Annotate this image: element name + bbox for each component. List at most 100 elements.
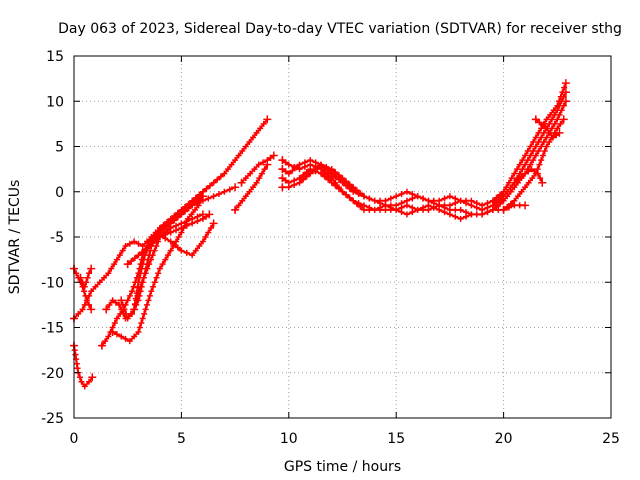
data-point (497, 200, 504, 207)
data-point (167, 229, 174, 236)
data-point (531, 168, 538, 175)
data-point-end (205, 210, 214, 219)
data-point (524, 148, 531, 155)
data-layer (70, 79, 570, 390)
series-track-10 (123, 210, 214, 269)
data-point (250, 184, 256, 191)
data-point-end (87, 264, 96, 273)
data-point (128, 258, 135, 265)
data-point (335, 172, 342, 179)
data-point (75, 310, 82, 317)
data-point (479, 211, 486, 218)
data-point (557, 120, 564, 127)
data-point (350, 197, 357, 204)
data-point (150, 283, 157, 290)
data-point-end (117, 296, 126, 305)
data-point (516, 161, 523, 168)
data-point (436, 197, 443, 204)
data-point (78, 378, 85, 385)
data-point (138, 319, 145, 326)
data-point (118, 333, 125, 340)
data-point (195, 202, 202, 209)
data-point (136, 274, 143, 281)
data-point (522, 170, 529, 177)
data-point-end (278, 156, 287, 165)
data-point (543, 134, 550, 141)
data-point-end (231, 205, 240, 214)
data-point (145, 297, 152, 304)
data-point (135, 252, 142, 259)
data-point (228, 161, 235, 168)
data-point (430, 204, 437, 211)
data-point (122, 335, 129, 342)
data-point (242, 193, 249, 200)
data-point (551, 120, 558, 127)
y-axis-label: SDTVAR / TECUs (7, 180, 23, 295)
data-point (558, 107, 565, 114)
data-point-end (510, 178, 519, 187)
data-point (167, 247, 174, 254)
data-point (253, 179, 260, 186)
data-point (559, 89, 566, 96)
data-point (108, 265, 115, 272)
data-point (535, 138, 542, 145)
data-point (205, 195, 212, 202)
data-point (561, 84, 568, 91)
data-point (86, 378, 93, 385)
data-point-end (538, 178, 547, 187)
data-point (409, 191, 416, 198)
data-point (441, 209, 448, 216)
data-point (126, 338, 133, 345)
data-point (527, 152, 534, 159)
data-point (525, 179, 532, 186)
x-axis-label: GPS time / hours (284, 459, 401, 475)
data-point-end (561, 79, 570, 88)
data-point-end (76, 273, 85, 282)
data-point (164, 252, 171, 259)
data-point (328, 175, 335, 182)
data-point (199, 238, 206, 245)
data-point (207, 182, 214, 189)
data-point (538, 143, 545, 150)
data-point (522, 152, 529, 159)
data-point (484, 200, 491, 207)
data-point (113, 315, 120, 322)
data-point (289, 167, 296, 174)
data-point (452, 195, 459, 202)
y-tick-label: -5 (50, 230, 64, 246)
data-point (446, 211, 453, 218)
x-tick-label: 5 (177, 431, 186, 447)
data-point (116, 252, 123, 259)
data-point (382, 202, 389, 209)
data-point (189, 220, 196, 227)
data-point (171, 217, 178, 224)
data-point (522, 161, 529, 168)
data-point (189, 202, 196, 209)
data-point (366, 195, 373, 202)
data-point (332, 179, 339, 186)
data-point (310, 167, 317, 174)
data-point (194, 218, 201, 225)
data-point (554, 116, 561, 123)
data-point (524, 157, 531, 164)
data-point (142, 270, 149, 277)
data-point (457, 197, 464, 204)
data-point (532, 143, 539, 150)
series-track-12 (237, 151, 278, 187)
data-point (366, 206, 373, 213)
data-point (148, 288, 155, 295)
data-point (339, 188, 346, 195)
data-point (140, 256, 147, 263)
data-point (537, 175, 544, 182)
data-point (532, 152, 539, 159)
data-point (425, 202, 432, 209)
data-point (452, 213, 459, 220)
data-point (215, 191, 222, 198)
data-point (493, 203, 500, 210)
data-point (253, 129, 260, 136)
data-point (343, 191, 350, 198)
data-point (105, 333, 112, 340)
chart-title: Day 063 of 2023, Sidereal Day-to-day VTE… (58, 21, 622, 37)
data-point (328, 166, 335, 173)
data-point (126, 240, 133, 247)
